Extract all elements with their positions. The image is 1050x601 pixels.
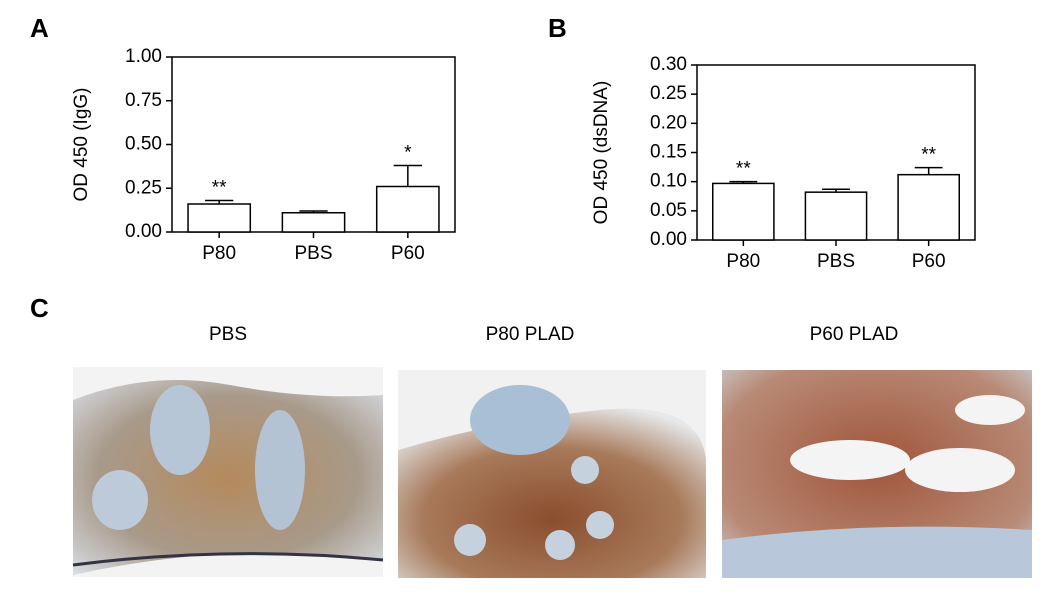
- y-tick-label: 0.25: [650, 83, 687, 104]
- bar: [187, 203, 252, 233]
- panel-label: C: [30, 293, 49, 323]
- significance-marker: **: [212, 178, 227, 199]
- bar: [375, 185, 440, 233]
- x-tick-label: P60: [391, 243, 425, 264]
- significance-marker: **: [736, 159, 751, 180]
- significance-marker: **: [921, 145, 936, 166]
- y-axis-label: OD 450 (dsDNA): [591, 81, 612, 225]
- x-tick-label: P80: [202, 243, 236, 264]
- y-tick-label: 0.00: [125, 221, 162, 242]
- panel-label: B: [548, 13, 567, 43]
- bar: [712, 182, 775, 241]
- panel-label: A: [30, 13, 49, 43]
- micrograph: [72, 367, 384, 577]
- x-tick-label: PBS: [294, 243, 332, 264]
- micrograph: [398, 370, 706, 578]
- image-caption: PBS: [209, 324, 247, 345]
- y-tick-label: 0.25: [125, 177, 162, 198]
- y-axis-label: OD 450 (IgG): [71, 87, 92, 201]
- bar: [804, 191, 868, 241]
- micrograph: [722, 370, 1032, 578]
- image-caption: P60 PLAD: [810, 324, 899, 345]
- y-tick-label: 0.75: [125, 90, 162, 111]
- x-tick-label: P60: [912, 251, 946, 272]
- bar: [897, 173, 960, 241]
- y-tick-label: 1.00: [125, 46, 162, 67]
- y-tick-label: 0.50: [125, 134, 162, 155]
- y-tick-label: 0.15: [650, 142, 687, 163]
- y-tick-label: 0.05: [650, 200, 687, 221]
- y-tick-label: 0.10: [650, 171, 687, 192]
- image-caption: P80 PLAD: [486, 324, 575, 345]
- x-tick-label: PBS: [817, 251, 855, 272]
- y-tick-label: 0.00: [650, 229, 687, 250]
- x-tick-label: P80: [726, 251, 760, 272]
- y-tick-label: 0.30: [650, 54, 687, 75]
- significance-marker: *: [404, 143, 412, 164]
- bar: [281, 212, 346, 233]
- y-tick-label: 0.20: [650, 112, 687, 133]
